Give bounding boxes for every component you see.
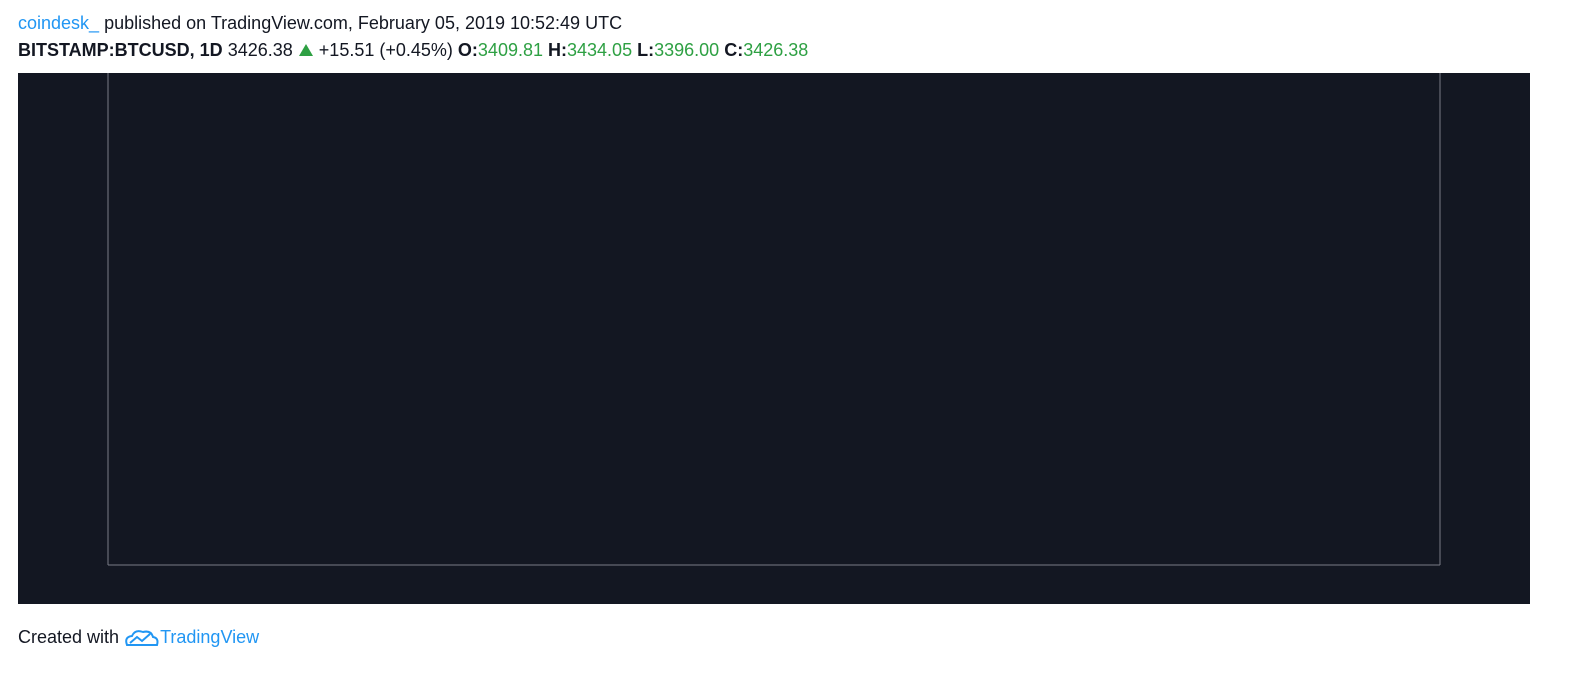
brand: TradingView: [160, 627, 260, 647]
symbol-line: BITSTAMP:BTCUSD, 1D 3426.38 +15.51 (+0.4…: [18, 40, 808, 61]
open-label: O:: [457, 40, 478, 60]
high-value: 3434.05: [567, 40, 633, 60]
chart-background: [18, 73, 1530, 604]
change: +15.51 (+0.45%): [318, 40, 453, 60]
logo: [125, 630, 159, 646]
footer-text: Created with: [18, 627, 120, 647]
low-label: L:: [637, 40, 655, 60]
last-price: 3426.38: [227, 40, 293, 60]
open-value: 3409.81: [477, 40, 543, 60]
header-line: coindesk_ published on TradingView.com, …: [18, 13, 622, 34]
symbol: BITSTAMP:BTCUSD, 1D: [18, 40, 223, 60]
close-label: C:: [724, 40, 744, 60]
high-label: H:: [548, 40, 568, 60]
up-arrow: [298, 44, 313, 56]
low-value: 3396.00: [654, 40, 720, 60]
published: published on TradingView.com, February 0…: [104, 13, 623, 33]
close-value: 3426.38: [743, 40, 809, 60]
publisher: coindesk_: [18, 13, 100, 33]
footer: Created with TradingView: [18, 623, 259, 648]
